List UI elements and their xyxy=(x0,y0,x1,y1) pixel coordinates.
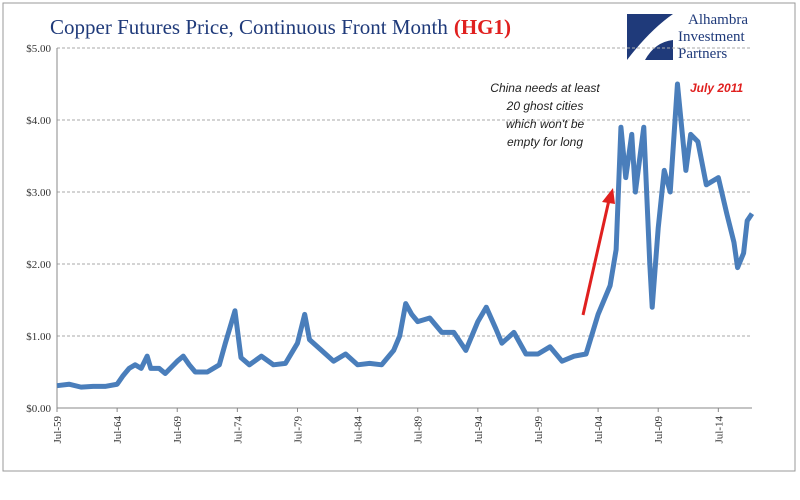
logo-text: Alhambra xyxy=(688,12,748,28)
x-tick-label: Jul-84 xyxy=(353,416,365,444)
chart-title: Copper Futures Price, Continuous Front M… xyxy=(50,15,511,39)
x-tick-label: Jul-79 xyxy=(292,416,304,444)
x-tick-label: Jul-04 xyxy=(593,416,605,444)
x-tick-label: Jul-89 xyxy=(413,416,425,444)
annotation-line: which won't be xyxy=(506,117,585,131)
y-tick-label: $1.00 xyxy=(26,331,51,343)
frame xyxy=(2,2,796,472)
x-tick-label: Jul-94 xyxy=(473,416,485,444)
x-tick-label: Jul-74 xyxy=(232,416,244,444)
logo-text: Investment xyxy=(678,29,745,45)
annotation-line: empty for long xyxy=(507,135,583,149)
annotation-line: 20 ghost cities xyxy=(506,99,584,113)
annotation: China needs at least 20 ghost cities whi… xyxy=(490,81,743,316)
title-code: (HG1) xyxy=(454,15,511,39)
peak-label: July 2011 xyxy=(690,81,743,95)
y-tick-label: $3.00 xyxy=(26,187,51,199)
annotation-arrowhead xyxy=(602,188,615,204)
annotation-arrow xyxy=(581,199,611,316)
x-tick-label: Jul-59 xyxy=(52,416,64,444)
y-tick-label: $2.00 xyxy=(26,259,51,271)
y-tick-label: $4.00 xyxy=(26,115,51,127)
y-tick-label: $0.00 xyxy=(26,403,51,415)
x-tick-label: Jul-09 xyxy=(653,416,665,444)
x-tick-label: Jul-14 xyxy=(713,416,725,444)
price-line xyxy=(56,81,755,390)
x-tick-label: Jul-99 xyxy=(533,416,545,444)
y-tick-label: $5.00 xyxy=(26,43,51,55)
title-text: Copper Futures Price, Continuous Front M… xyxy=(50,15,448,39)
annotation-line: China needs at least xyxy=(490,81,600,95)
x-tick-label: Jul-69 xyxy=(172,416,184,444)
logo-text: Partners xyxy=(678,46,727,62)
x-tick-label: Jul-64 xyxy=(112,416,124,444)
